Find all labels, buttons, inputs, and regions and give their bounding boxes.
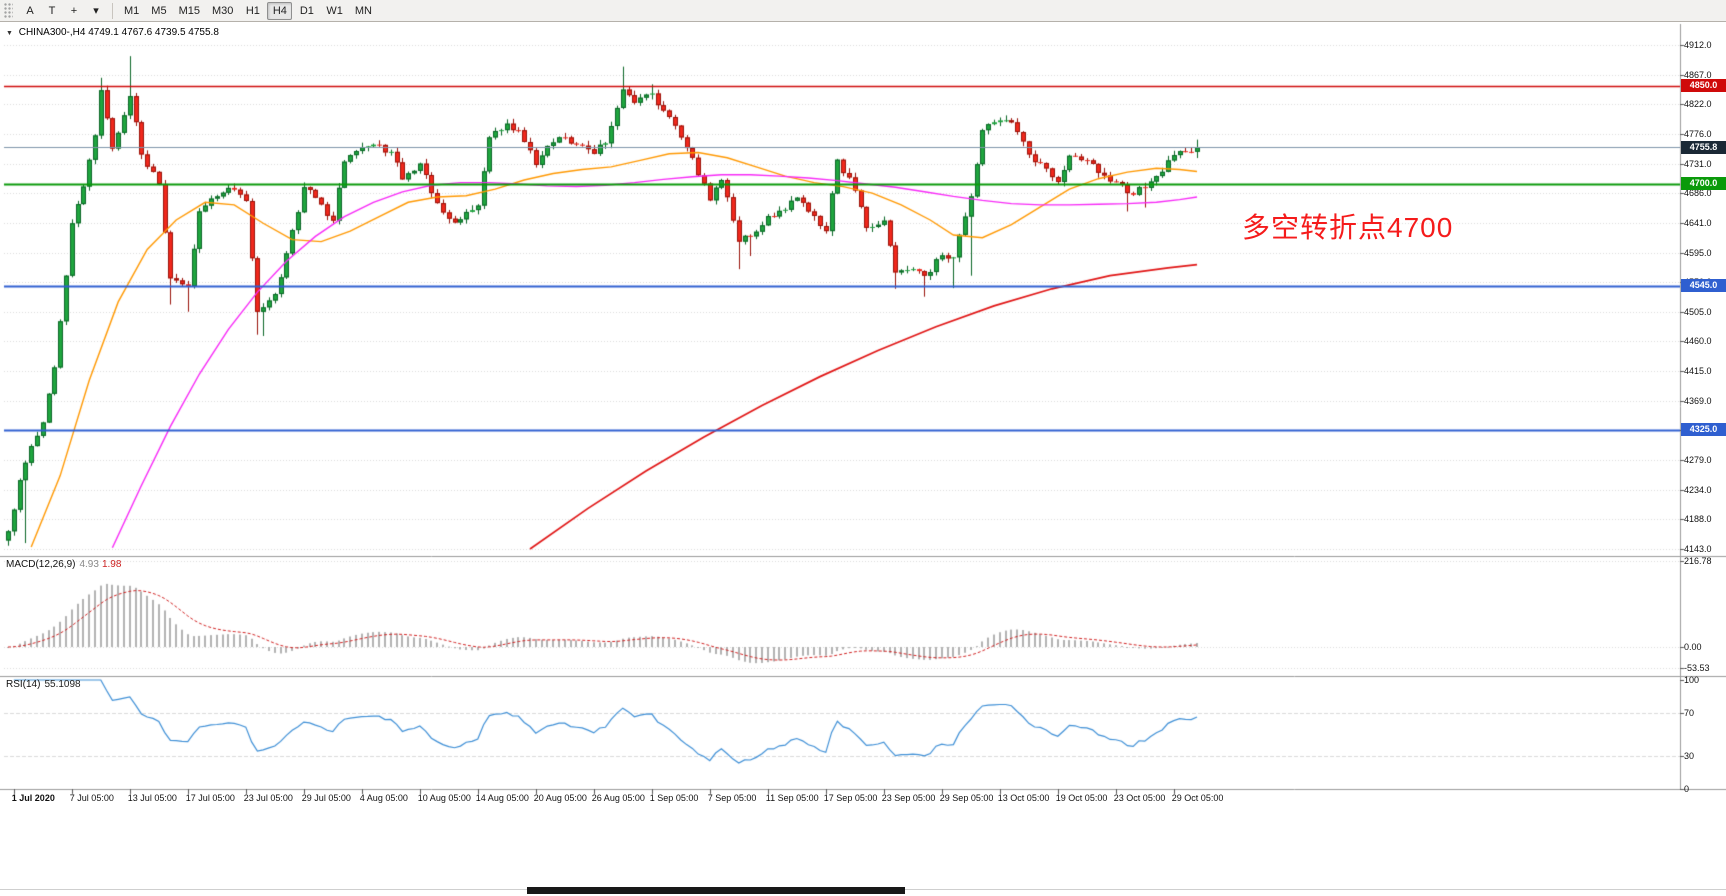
price-tag-4850.0: 4850.0 bbox=[1681, 79, 1726, 93]
chart-canvas[interactable] bbox=[0, 22, 1726, 896]
timeframe-button-M5[interactable]: M5 bbox=[146, 2, 171, 20]
timeframe-button-M1[interactable]: M1 bbox=[119, 2, 144, 20]
time-axis-label: 14 Aug 05:00 bbox=[475, 793, 529, 803]
time-axis-label: 10 Aug 05:00 bbox=[417, 793, 471, 803]
time-axis-label: 13 Oct 05:00 bbox=[997, 793, 1050, 803]
time-axis-label: 26 Aug 05:00 bbox=[591, 793, 645, 803]
macd-axis-label: 0.00 bbox=[1684, 642, 1702, 652]
price-axis-label: 4776.0 bbox=[1684, 128, 1712, 139]
tool-button-group: A T + ▾ bbox=[19, 1, 107, 21]
price-axis-label: 4641.0 bbox=[1684, 217, 1712, 228]
price-tag-4545.0: 4545.0 bbox=[1681, 279, 1726, 293]
time-axis-label: 20 Aug 05:00 bbox=[533, 793, 587, 803]
price-axis-label: 4822.0 bbox=[1684, 99, 1712, 110]
time-axis-label: 23 Sep 05:00 bbox=[881, 793, 936, 803]
time-axis-label: 29 Sep 05:00 bbox=[939, 793, 994, 803]
timeframe-button-MN[interactable]: MN bbox=[350, 2, 377, 20]
price-axis-label: 4369.0 bbox=[1684, 395, 1712, 406]
rsi-name: RSI(14) bbox=[6, 679, 41, 690]
time-axis-label: 29 Jul 05:00 bbox=[301, 793, 351, 803]
time-axis-label: 23 Jul 05:00 bbox=[243, 793, 293, 803]
price-axis-label: 4912.0 bbox=[1684, 40, 1712, 50]
price-tag-4325.0: 4325.0 bbox=[1681, 423, 1726, 437]
price-axis-label: 4686.0 bbox=[1684, 188, 1712, 199]
rsi-value: 55.1098 bbox=[44, 679, 81, 690]
rsi-axis-label: 30 bbox=[1684, 751, 1695, 762]
time-axis-label: 19 Oct 05:00 bbox=[1055, 793, 1108, 803]
time-axis-label: 13 Jul 05:00 bbox=[127, 793, 177, 803]
text-tool-button[interactable]: T bbox=[42, 2, 62, 20]
macd-name: MACD(12,26,9) bbox=[6, 559, 76, 570]
rsi-axis-label: 0 bbox=[1684, 784, 1690, 794]
rsi-indicator-label: RSI(14) 55.1098 bbox=[6, 679, 81, 690]
time-axis-label: 1 Sep 05:00 bbox=[649, 793, 699, 803]
price-axis-label: 4731.0 bbox=[1684, 158, 1712, 169]
macd-signal-value: 1.98 bbox=[101, 559, 122, 570]
price-axis-label: 4505.0 bbox=[1684, 306, 1712, 317]
timeframe-button-group: M1 M5 M15 M30 H1 H4 D1 W1 MN bbox=[118, 1, 378, 21]
toolbar: A T + ▾ M1 M5 M15 M30 H1 H4 D1 W1 MN bbox=[0, 0, 1726, 22]
current-price-tag: 4755.8 bbox=[1681, 140, 1726, 154]
ohlc-values: 4749.1 4767.6 4739.5 4755.8 bbox=[88, 27, 219, 38]
macd-indicator-label: MACD(12,26,9) 4.93 1.98 bbox=[6, 559, 121, 570]
price-axis-label: 4279.0 bbox=[1684, 455, 1712, 466]
collapse-triangle-icon: ▼ bbox=[6, 30, 13, 37]
time-axis-label: 7 Sep 05:00 bbox=[707, 793, 757, 803]
rsi-axis-label: 70 bbox=[1684, 707, 1695, 718]
timeframe-button-H4[interactable]: H4 bbox=[267, 2, 293, 21]
bull-bear-pivot-annotation[interactable]: 多空转折点4700 bbox=[1242, 212, 1454, 243]
timeframe-button-M15[interactable]: M15 bbox=[174, 2, 205, 20]
price-axis-label: 4234.0 bbox=[1684, 484, 1712, 495]
chart-title: ▼ CHINA300-,H4 4749.1 4767.6 4739.5 4755… bbox=[6, 27, 219, 38]
time-axis-label: 1 Jul 2020 bbox=[11, 793, 55, 803]
time-axis-label: 23 Oct 05:00 bbox=[1113, 793, 1166, 803]
time-axis-label: 17 Jul 05:00 bbox=[185, 793, 235, 803]
macd-main-value: 4.93 bbox=[79, 559, 99, 570]
time-axis-label: 17 Sep 05:00 bbox=[823, 793, 878, 803]
timeframe-button-D1[interactable]: D1 bbox=[294, 2, 319, 20]
price-axis-label: 4415.0 bbox=[1684, 366, 1712, 377]
toolbar-separator bbox=[112, 2, 113, 19]
timeframe-button-M30[interactable]: M30 bbox=[207, 2, 238, 20]
time-axis-label: 11 Sep 05:00 bbox=[765, 793, 819, 803]
price-tag-4700.0: 4700.0 bbox=[1681, 177, 1726, 191]
symbol-timeframe-label: CHINA300-,H4 bbox=[18, 27, 86, 38]
annotate-tool-button[interactable]: A bbox=[20, 2, 40, 20]
chart-window: ▼ CHINA300-,H4 4749.1 4767.6 4739.5 4755… bbox=[0, 22, 1726, 896]
price-axis-label: 4143.0 bbox=[1684, 543, 1712, 554]
scrollbar-thumb[interactable] bbox=[527, 887, 905, 894]
time-axis-label: 7 Jul 05:00 bbox=[69, 793, 114, 803]
price-axis-label: 4867.0 bbox=[1684, 69, 1712, 80]
horizontal-scrollbar[interactable] bbox=[0, 884, 1726, 896]
price-axis-label: 4188.0 bbox=[1684, 514, 1712, 525]
price-axis-label: 4460.0 bbox=[1684, 336, 1712, 347]
timeframe-button-W1[interactable]: W1 bbox=[321, 2, 348, 20]
time-axis-label: 29 Oct 05:00 bbox=[1171, 793, 1224, 803]
macd-axis-label: 216.78 bbox=[1684, 556, 1712, 566]
drawing-tools-dropdown[interactable]: ▾ bbox=[86, 2, 106, 20]
price-axis-label: 4595.0 bbox=[1684, 247, 1712, 258]
time-axis-label: 4 Aug 05:00 bbox=[359, 793, 408, 803]
timeframe-button-H1[interactable]: H1 bbox=[240, 2, 265, 20]
macd-axis-label: -53.53 bbox=[1684, 663, 1710, 674]
toolbar-grip-handle[interactable] bbox=[4, 2, 13, 19]
crosshair-tool-button[interactable]: + bbox=[64, 2, 84, 20]
rsi-axis-label: 100 bbox=[1684, 675, 1700, 685]
